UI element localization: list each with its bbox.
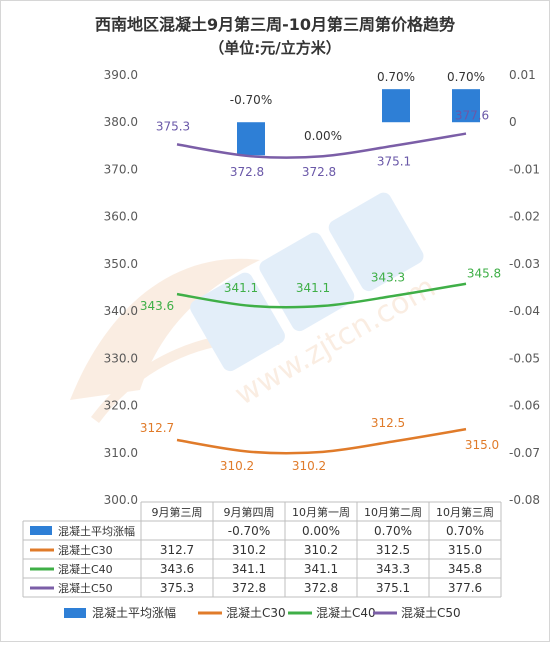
bar-series: -0.70% 0.00% 0.70% 0.70% xyxy=(230,70,485,156)
left-axis-tick-label: 330.0 xyxy=(104,351,138,365)
line-data-label: 372.8 xyxy=(302,165,336,179)
table-cell: 375.3 xyxy=(160,581,194,595)
line-data-label: 375.1 xyxy=(377,154,411,168)
table-cell: 343.3 xyxy=(376,562,410,576)
table-cell: 341.1 xyxy=(232,562,266,576)
line-data-label: 372.8 xyxy=(230,165,264,179)
line-series: 312.7 310.2 310.2 312.5 315.0 343.6 341.1 341.1… xyxy=(140,109,501,473)
line-data-label: 312.7 xyxy=(140,421,174,435)
table-header-cell: 9月第三周 xyxy=(152,505,203,519)
right-axis-tick-label: 0.01 xyxy=(509,68,536,82)
table-cell: 343.6 xyxy=(160,562,194,576)
table-header-cell: 9月第四周 xyxy=(224,505,275,519)
table-cell: 0.70% xyxy=(374,524,412,538)
series-line xyxy=(176,427,467,455)
legend: 混凝土平均涨幅 混凝土C30 混凝土C40 混凝土C50 xyxy=(64,605,461,620)
table-row-label: 混凝土平均涨幅 xyxy=(58,524,135,538)
legend-label: 混凝土平均涨幅 xyxy=(92,605,176,620)
right-axis: -0.08 -0.07 -0.06 -0.05 -0.04 -0.03 -0.02 -0.01… xyxy=(509,68,540,507)
bar-data-label: 0.70% xyxy=(447,70,485,84)
legend-label: 混凝土C40 xyxy=(316,605,376,620)
table-cell: 0.70% xyxy=(446,524,484,538)
line-data-label: 377.6 xyxy=(455,109,489,123)
right-axis-tick-label: -0.07 xyxy=(509,446,540,460)
right-axis-tick-label: -0.02 xyxy=(509,210,540,224)
table-header-cell: 10月第三周 xyxy=(436,505,494,519)
table-cell: 312.7 xyxy=(160,543,194,557)
table-cell: 310.2 xyxy=(304,543,338,557)
legend-key xyxy=(64,608,86,618)
left-axis-tick-label: 310.0 xyxy=(104,446,138,460)
left-axis: 300.0 310.0 320.0 330.0 340.0 350.0 360.0 370.0… xyxy=(104,68,138,507)
left-axis-tick-label: 300.0 xyxy=(104,493,138,507)
left-axis-tick-label: 370.0 xyxy=(104,162,138,176)
chart-title: 西南地区混凝土9月第三周-10月第三周第价格趋势 xyxy=(95,15,455,34)
line-data-label: 343.6 xyxy=(140,299,174,313)
left-axis-tick-label: 340.0 xyxy=(104,304,138,318)
left-axis-tick-label: 360.0 xyxy=(104,210,138,224)
bar-data-label: 0.70% xyxy=(377,70,415,84)
line-data-label: 312.5 xyxy=(371,416,405,430)
table-legend-key xyxy=(30,526,52,535)
table-cell: 341.1 xyxy=(304,562,338,576)
line-data-label: 310.2 xyxy=(220,459,254,473)
left-axis-tick-label: 350.0 xyxy=(104,257,138,271)
table-cell: 0.00% xyxy=(302,524,340,538)
right-axis-tick-label: -0.06 xyxy=(509,399,540,413)
table-cell: 377.6 xyxy=(448,581,482,595)
legend-label: 混凝土C30 xyxy=(226,605,286,620)
bar-data-label: 0.00% xyxy=(304,129,342,143)
line-data-label: 341.1 xyxy=(224,281,258,295)
table-cell: 372.8 xyxy=(232,581,266,595)
left-axis-tick-label: 380.0 xyxy=(104,115,138,129)
table-cell: 372.8 xyxy=(304,581,338,595)
right-axis-tick-label: -0.01 xyxy=(509,162,540,176)
table-cell: -0.70% xyxy=(228,524,270,538)
table-header-cell: 10月第二周 xyxy=(364,505,422,519)
series-line xyxy=(176,132,467,159)
right-axis-tick-label: -0.03 xyxy=(509,257,540,271)
table-cell: 310.2 xyxy=(232,543,266,557)
table-row-label: 混凝土C50 xyxy=(58,581,113,595)
bar-data-label: -0.70% xyxy=(230,93,272,107)
table-cell: 375.1 xyxy=(376,581,410,595)
right-axis-tick-label: -0.05 xyxy=(509,351,540,365)
right-axis-tick-label: -0.04 xyxy=(509,304,540,318)
right-axis-tick-label: 0 xyxy=(509,115,517,129)
table-cell: 315.0 xyxy=(448,543,482,557)
line-data-label: 341.1 xyxy=(296,281,330,295)
left-axis-tick-label: 390.0 xyxy=(104,68,138,82)
bar xyxy=(382,89,410,123)
line-data-label: 375.3 xyxy=(156,119,190,133)
bar xyxy=(452,89,480,123)
line-data-label: 345.8 xyxy=(467,267,501,281)
series-line xyxy=(176,282,467,309)
bar xyxy=(237,122,265,156)
chart-subtitle: （单位:元/立方米） xyxy=(209,39,340,57)
table-row-label: 混凝土C30 xyxy=(58,543,113,557)
table-header-cell: 10月第一周 xyxy=(292,505,350,519)
table-cell: 345.8 xyxy=(448,562,482,576)
line-data-label: 315.0 xyxy=(465,438,499,452)
line-data-label: 343.3 xyxy=(371,271,405,285)
table-row-label: 混凝土C40 xyxy=(58,562,113,576)
legend-label: 混凝土C50 xyxy=(401,605,461,620)
line-data-label: 310.2 xyxy=(292,459,326,473)
left-axis-tick-label: 320.0 xyxy=(104,399,138,413)
right-axis-tick-label: -0.08 xyxy=(509,493,540,507)
table-cell: 312.5 xyxy=(376,543,410,557)
